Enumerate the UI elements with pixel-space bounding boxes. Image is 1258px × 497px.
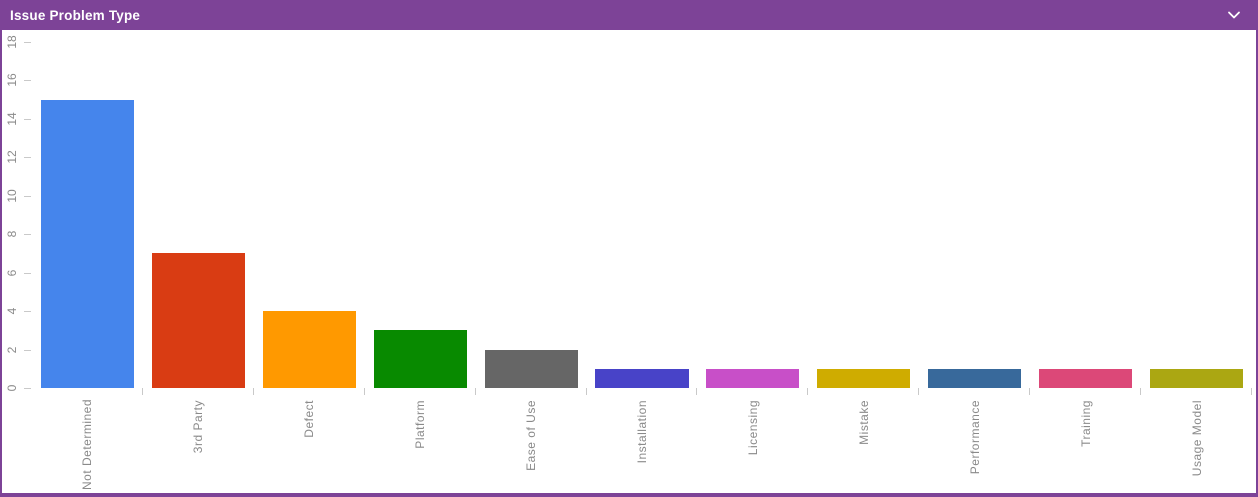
x-label-cell: Ease of Use (476, 388, 587, 492)
bar-ease-of-use[interactable] (484, 349, 578, 388)
x-axis-label-platform: Platform (413, 400, 428, 449)
x-label-cell: Platform (365, 388, 476, 492)
x-label-cell: Installation (587, 388, 698, 492)
x-label-cell: 3rd Party (143, 388, 254, 492)
bar-band (1141, 42, 1252, 388)
bar-defect[interactable] (262, 311, 356, 388)
y-axis-tick (24, 311, 31, 313)
bar-mistake[interactable] (817, 368, 911, 388)
bar-licensing[interactable] (706, 368, 800, 388)
x-axis-label-training: Training (1078, 400, 1093, 447)
y-axis-label: 18 (5, 35, 19, 49)
bar-band (365, 42, 476, 388)
y-axis-label: 6 (5, 269, 19, 276)
x-label-cell: Not Determined (32, 388, 143, 492)
chevron-down-icon[interactable] (1224, 5, 1244, 25)
y-axis-tick (24, 272, 31, 274)
bar-installation[interactable] (595, 368, 689, 388)
y-axis-label: 8 (5, 230, 19, 238)
x-axis-label-performance: Performance (967, 400, 982, 475)
y-axis-tick (24, 118, 31, 120)
bar-band (143, 42, 254, 388)
y-axis-tick (24, 349, 31, 351)
bar-chart: 0 2 4 6 8 10 12 14 16 18 Not Determined 3rd Party D… (2, 30, 1256, 493)
x-axis-label-3rd-party: 3rd Party (191, 400, 206, 454)
bar-band (254, 42, 365, 388)
x-axis-label-defect: Defect (302, 400, 317, 438)
x-axis-label-not-determined: Not Determined (80, 398, 95, 490)
y-axis-label: 16 (5, 73, 19, 88)
y-axis-tick (24, 157, 31, 159)
plot-area (32, 42, 1252, 388)
x-label-cell: Defect (254, 388, 365, 492)
y-axis-label: 4 (5, 307, 19, 315)
bar-not-determined[interactable] (40, 99, 135, 388)
y-axis-label: 0 (5, 384, 19, 392)
y-axis-label: 2 (5, 346, 19, 353)
bar-band (919, 42, 1030, 388)
x-label-cell: Performance (919, 388, 1030, 492)
y-axis-tick (24, 195, 31, 197)
x-label-cell: Usage Model (1141, 388, 1252, 492)
bar-band (697, 42, 808, 388)
x-label-cell: Training (1030, 388, 1141, 492)
x-axis-label-mistake: Mistake (856, 400, 871, 445)
bar-band (808, 42, 919, 388)
x-axis-labels: Not Determined 3rd Party Defect Platform Eas… (32, 388, 1252, 492)
y-axis-label: 12 (5, 150, 19, 165)
y-axis-label: 10 (5, 189, 19, 203)
bar-band (1030, 42, 1141, 388)
x-label-cell: Mistake (808, 388, 919, 492)
bar-usage-model[interactable] (1149, 368, 1244, 388)
x-axis-label-ease-of-use: Ease of Use (524, 400, 539, 471)
y-axis-tick (24, 80, 31, 82)
y-axis-tick (24, 42, 31, 43)
card-header: Issue Problem Type (2, 0, 1256, 30)
bar-performance[interactable] (928, 368, 1022, 388)
x-axis-label-installation: Installation (634, 400, 649, 464)
bar-band (32, 42, 143, 388)
y-axis-tick (24, 388, 31, 389)
bar-3rd-party[interactable] (151, 253, 245, 388)
bar-training[interactable] (1039, 368, 1133, 388)
card-title: Issue Problem Type (10, 7, 141, 23)
bar-platform[interactable] (373, 330, 467, 388)
y-axis-tick (24, 234, 31, 236)
x-axis-label-usage-model: Usage Model (1189, 400, 1204, 477)
bar-band (587, 42, 698, 388)
bar-band (476, 42, 587, 388)
y-axis-label: 14 (5, 112, 19, 126)
x-axis-label-licensing: Licensing (745, 400, 760, 456)
x-label-cell: Licensing (697, 388, 808, 492)
